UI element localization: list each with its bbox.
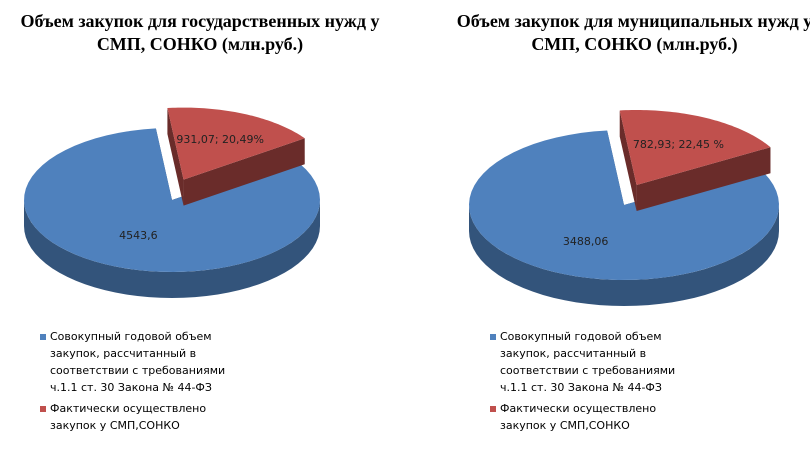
chart-title: Объем закупок для муниципальных нужд у С… — [456, 11, 810, 54]
slice-face — [636, 147, 771, 211]
legend-label: Фактически осуществлено закупок у СМП,СО… — [50, 402, 207, 432]
slice-side — [469, 205, 779, 306]
slice-side — [24, 200, 320, 298]
legend-item: Совокупный годовой объем закупок, рассчи… — [40, 328, 245, 396]
legend-label: Совокупный годовой объем закупок, рассчи… — [500, 330, 676, 394]
slice — [24, 128, 320, 272]
legend-item: Совокупный годовой объем закупок, рассчи… — [490, 328, 695, 396]
slice-face — [619, 110, 637, 211]
chart-title: Объем закупок для государственных нужд у… — [20, 11, 380, 54]
legend-label: Фактически осуществлено закупок у СМП,СО… — [500, 402, 657, 432]
legend-marker — [490, 334, 496, 340]
slice — [469, 130, 779, 280]
data-label: 782,93; 22,45 % — [633, 138, 724, 151]
slice-face — [183, 138, 305, 206]
legend-marker — [490, 406, 496, 412]
data-label: 3488,06 — [563, 235, 609, 248]
legend-marker — [40, 334, 46, 340]
data-label: 931,07; 20,49% — [176, 133, 264, 146]
legend-item: Фактически осуществлено закупок у СМП,СО… — [490, 400, 695, 434]
slice — [167, 107, 305, 180]
slice — [619, 109, 771, 185]
legend-label: Совокупный годовой объем закупок, рассчи… — [50, 330, 226, 394]
slice-face — [167, 108, 184, 206]
legend-item: Фактически осуществлено закупок у СМП,СО… — [40, 400, 245, 434]
legend-marker — [40, 406, 46, 412]
data-label: 4543,6 — [119, 229, 158, 242]
